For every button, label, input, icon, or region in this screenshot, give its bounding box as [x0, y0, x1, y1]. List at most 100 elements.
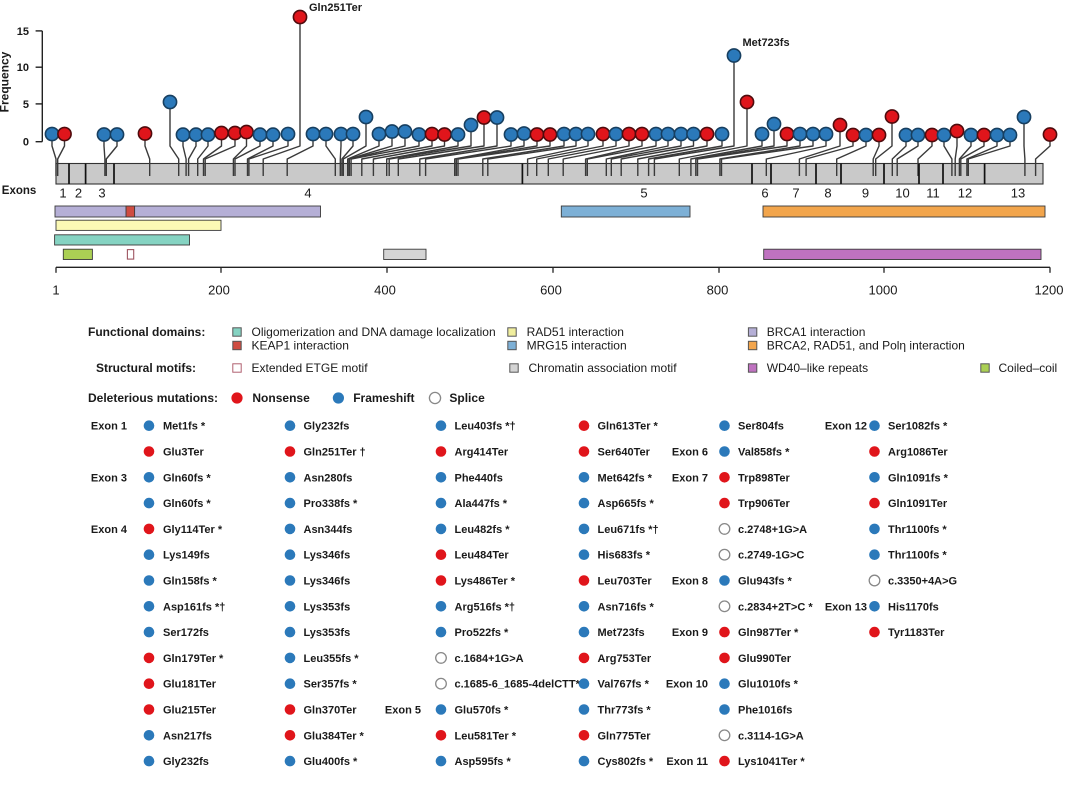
- svg-text:Exon 12: Exon 12: [825, 421, 867, 433]
- svg-text:Exon 1: Exon 1: [91, 421, 127, 433]
- svg-text:Pro338fs *: Pro338fs *: [304, 498, 359, 510]
- svg-text:Gly232fs: Gly232fs: [304, 421, 350, 433]
- svg-text:Gln613Ter *: Gln613Ter *: [598, 421, 659, 433]
- svg-text:Gln251Ter: Gln251Ter: [309, 2, 363, 14]
- svg-text:Deleterious mutations:: Deleterious mutations:: [88, 391, 218, 405]
- svg-text:c.3350+4A>G: c.3350+4A>G: [888, 576, 957, 588]
- svg-text:Lys346fs: Lys346fs: [304, 550, 351, 562]
- svg-text:Functional domains:: Functional domains:: [88, 325, 205, 339]
- svg-text:Gly114Ter *: Gly114Ter *: [163, 524, 223, 536]
- svg-text:Ala447fs *: Ala447fs *: [455, 498, 508, 510]
- svg-text:Exon 8: Exon 8: [672, 576, 708, 588]
- svg-text:Ser640Ter: Ser640Ter: [598, 447, 651, 459]
- svg-text:Lys1041Ter *: Lys1041Ter *: [738, 756, 805, 768]
- svg-text:RAD51 interaction: RAD51 interaction: [527, 325, 624, 339]
- svg-text:13: 13: [1011, 186, 1025, 201]
- svg-text:Thr1100fs *: Thr1100fs *: [888, 550, 947, 562]
- svg-text:Tyr1183Ter: Tyr1183Ter: [888, 627, 945, 639]
- svg-text:His1170fs: His1170fs: [888, 601, 939, 613]
- svg-text:400: 400: [374, 283, 396, 298]
- svg-text:6: 6: [761, 186, 768, 201]
- svg-text:8: 8: [824, 186, 831, 201]
- svg-text:Leu581Ter *: Leu581Ter *: [455, 730, 517, 742]
- svg-text:Asp595fs *: Asp595fs *: [455, 756, 512, 768]
- svg-text:Exon 13: Exon 13: [825, 601, 867, 613]
- svg-text:Exon 6: Exon 6: [672, 447, 708, 459]
- svg-text:c.3114-1G>A: c.3114-1G>A: [738, 730, 804, 742]
- svg-text:Val858fs *: Val858fs *: [738, 447, 790, 459]
- svg-text:Asp665fs *: Asp665fs *: [598, 498, 655, 510]
- svg-text:Thr1100fs *: Thr1100fs *: [888, 524, 947, 536]
- svg-text:Arg1086Ter: Arg1086Ter: [888, 447, 948, 459]
- svg-text:Gln60fs *: Gln60fs *: [163, 498, 211, 510]
- svg-text:1200: 1200: [1035, 283, 1064, 298]
- svg-text:Gln60fs *: Gln60fs *: [163, 472, 211, 484]
- svg-text:3: 3: [98, 186, 105, 201]
- svg-text:Thr773fs *: Thr773fs *: [598, 705, 652, 717]
- svg-text:Exon 9: Exon 9: [672, 627, 708, 639]
- svg-text:Gln370Ter: Gln370Ter: [304, 705, 358, 717]
- svg-text:Met1fs *: Met1fs *: [163, 421, 206, 433]
- svg-text:Ser357fs *: Ser357fs *: [304, 679, 358, 691]
- svg-text:Glu3Ter: Glu3Ter: [163, 447, 204, 459]
- svg-text:200: 200: [208, 283, 230, 298]
- svg-text:Asp161fs *†: Asp161fs *†: [163, 601, 225, 613]
- svg-text:Asn716fs *: Asn716fs *: [598, 601, 655, 613]
- svg-text:Gln1091Ter: Gln1091Ter: [888, 498, 948, 510]
- svg-text:Exons: Exons: [2, 185, 37, 197]
- svg-text:7: 7: [792, 186, 799, 201]
- svg-text:Leu671fs *†: Leu671fs *†: [598, 524, 659, 536]
- svg-text:Phe1016fs: Phe1016fs: [738, 705, 792, 717]
- svg-text:Gln179Ter *: Gln179Ter *: [163, 653, 224, 665]
- svg-text:1: 1: [59, 186, 66, 201]
- svg-text:Glu943fs *: Glu943fs *: [738, 576, 793, 588]
- svg-text:Arg753Ter: Arg753Ter: [598, 653, 652, 665]
- svg-text:Trp906Ter: Trp906Ter: [738, 498, 790, 510]
- svg-text:Asn280fs: Asn280fs: [304, 472, 353, 484]
- svg-text:Glu570fs *: Glu570fs *: [455, 705, 510, 717]
- svg-text:Gln251Ter †: Gln251Ter †: [304, 447, 366, 459]
- svg-text:Glu990Ter: Glu990Ter: [738, 653, 792, 665]
- svg-text:Exon 4: Exon 4: [91, 524, 128, 536]
- svg-text:1000: 1000: [869, 283, 898, 298]
- svg-text:Lys486Ter *: Lys486Ter *: [455, 576, 516, 588]
- svg-text:Lys149fs: Lys149fs: [163, 550, 210, 562]
- svg-text:Ser804fs: Ser804fs: [738, 421, 784, 433]
- svg-text:Gln987Ter *: Gln987Ter *: [738, 627, 799, 639]
- svg-text:Ser172fs: Ser172fs: [163, 627, 209, 639]
- svg-text:Splice: Splice: [449, 391, 485, 405]
- svg-text:Ser1082fs *: Ser1082fs *: [888, 421, 948, 433]
- svg-text:Asn344fs: Asn344fs: [304, 524, 353, 536]
- svg-text:600: 600: [540, 283, 562, 298]
- svg-text:Phe440fs: Phe440fs: [455, 472, 503, 484]
- svg-text:Glu215Ter: Glu215Ter: [163, 705, 217, 717]
- svg-text:Leu355fs *: Leu355fs *: [304, 653, 360, 665]
- svg-text:Leu484Ter: Leu484Ter: [455, 550, 510, 562]
- svg-text:Glu1010fs *: Glu1010fs *: [738, 679, 799, 691]
- svg-text:Coiled–coil: Coiled–coil: [999, 361, 1058, 375]
- svg-text:WD40–like repeats: WD40–like repeats: [767, 361, 868, 375]
- svg-text:Met642fs *: Met642fs *: [598, 472, 653, 484]
- svg-text:10: 10: [17, 62, 29, 74]
- svg-text:Oligomerization and DNA damage: Oligomerization and DNA damage localizat…: [252, 325, 496, 339]
- svg-text:11: 11: [926, 186, 940, 201]
- svg-text:c.1685-6_1685-4delCTT*: c.1685-6_1685-4delCTT*: [455, 679, 581, 691]
- svg-text:KEAP1 interaction: KEAP1 interaction: [252, 339, 349, 353]
- svg-text:Extended ETGE motif: Extended ETGE motif: [252, 361, 369, 375]
- svg-text:Exon 11: Exon 11: [666, 756, 708, 768]
- svg-text:15: 15: [17, 26, 29, 38]
- svg-text:Exon 7: Exon 7: [672, 472, 708, 484]
- svg-text:BRCA1 interaction: BRCA1 interaction: [767, 325, 866, 339]
- svg-text:Glu384Ter *: Glu384Ter *: [304, 730, 365, 742]
- svg-text:c.2748+1G>A: c.2748+1G>A: [738, 524, 807, 536]
- svg-text:Frequency: Frequency: [0, 51, 12, 112]
- svg-text:Met723fs: Met723fs: [598, 627, 645, 639]
- svg-text:1: 1: [52, 283, 59, 298]
- svg-text:Glu400fs *: Glu400fs *: [304, 756, 359, 768]
- svg-text:BRCA2, RAD51, and Polη interac: BRCA2, RAD51, and Polη interaction: [767, 339, 965, 353]
- svg-text:Frameshift: Frameshift: [353, 391, 414, 405]
- svg-text:Leu403fs *†: Leu403fs *†: [455, 421, 516, 433]
- svg-text:Chromatin association motif: Chromatin association motif: [529, 361, 678, 375]
- svg-text:Cys802fs *: Cys802fs *: [598, 756, 654, 768]
- svg-text:12: 12: [958, 186, 972, 201]
